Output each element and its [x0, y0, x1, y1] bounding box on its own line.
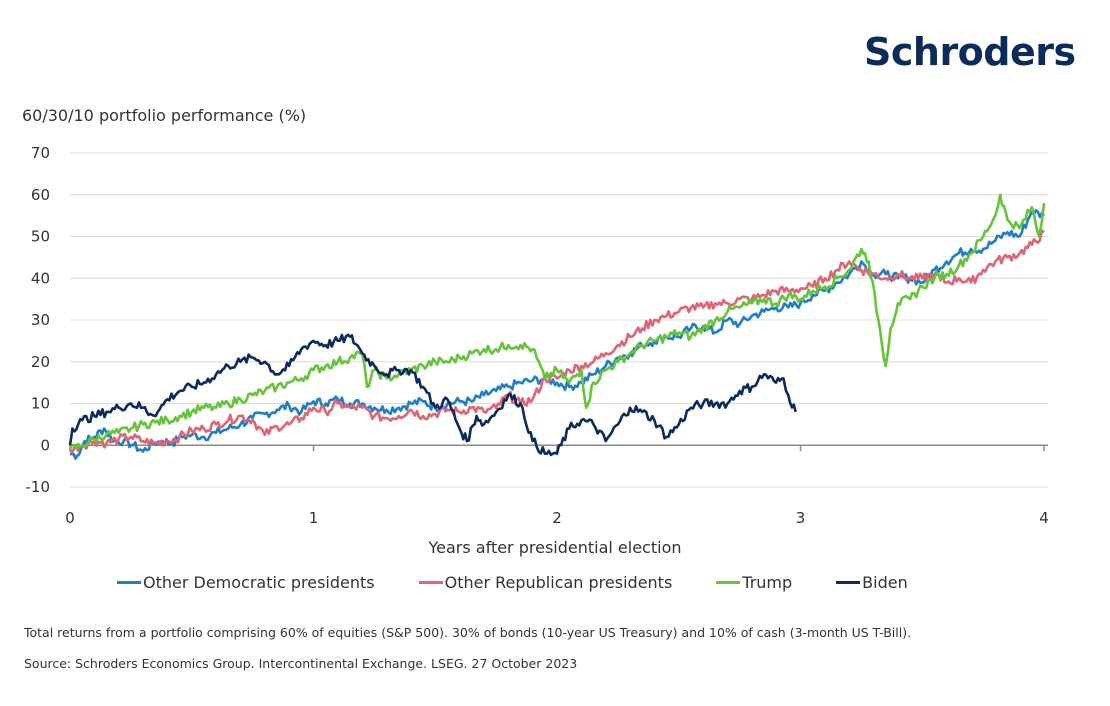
series-line-trump: [68, 193, 1046, 450]
footnote-description: Total returns from a portfolio comprisin…: [24, 625, 912, 640]
x-tick-label: 1: [309, 509, 319, 527]
legend-label: Biden: [862, 573, 908, 592]
y-tick-labels: -10 0 10 20 30 40 50 60 70: [26, 144, 51, 496]
y-tick-label: 0: [40, 436, 50, 454]
series-line-biden: [68, 333, 797, 457]
series-lines: [68, 193, 1046, 461]
y-tick-label: 10: [31, 395, 50, 413]
x-tick-label: 3: [796, 509, 806, 527]
x-tick-label: 4: [1039, 509, 1049, 527]
y-tick-label: -10: [26, 478, 51, 496]
y-tick-label: 60: [31, 186, 50, 204]
legend-swatch: [836, 581, 861, 584]
legend-swatch: [716, 581, 741, 584]
x-axis-title: Years after presidential election: [428, 538, 682, 557]
legend: Other Democratic presidents Other Republ…: [117, 573, 952, 592]
footnote-source: Source: Schroders Economics Group. Inter…: [24, 656, 578, 671]
y-axis-title: 60/30/10 portfolio performance (%): [22, 106, 307, 125]
legend-label: Trump: [742, 573, 793, 592]
series-line-other-republican-presidents: [68, 229, 1045, 454]
y-tick-label: 30: [31, 311, 50, 329]
legend-swatch: [418, 581, 443, 584]
legend-swatch: [117, 581, 141, 584]
y-tick-label: 20: [31, 353, 50, 371]
y-tick-label: 50: [31, 228, 50, 246]
legend-item-trump: Trump: [716, 573, 792, 592]
legend-label: Other Democratic presidents: [143, 573, 375, 592]
gridlines: [69, 152, 1048, 488]
x-tick-label: 2: [552, 509, 562, 527]
y-tick-label: 70: [31, 144, 50, 162]
legend-item-democratic: Other Democratic presidents: [117, 573, 375, 592]
legend-item-biden: Biden: [836, 573, 908, 592]
series-line-other-democratic-presidents: [69, 209, 1046, 461]
y-tick-label: 40: [31, 269, 50, 287]
legend-item-republican: Other Republican presidents: [418, 573, 673, 592]
x-tick-label: 0: [65, 509, 75, 527]
schroders-logo: Schroders: [864, 30, 1076, 74]
x-tick-labels: 0 1 2 3 4: [65, 509, 1049, 527]
legend-label: Other Republican presidents: [444, 573, 673, 592]
